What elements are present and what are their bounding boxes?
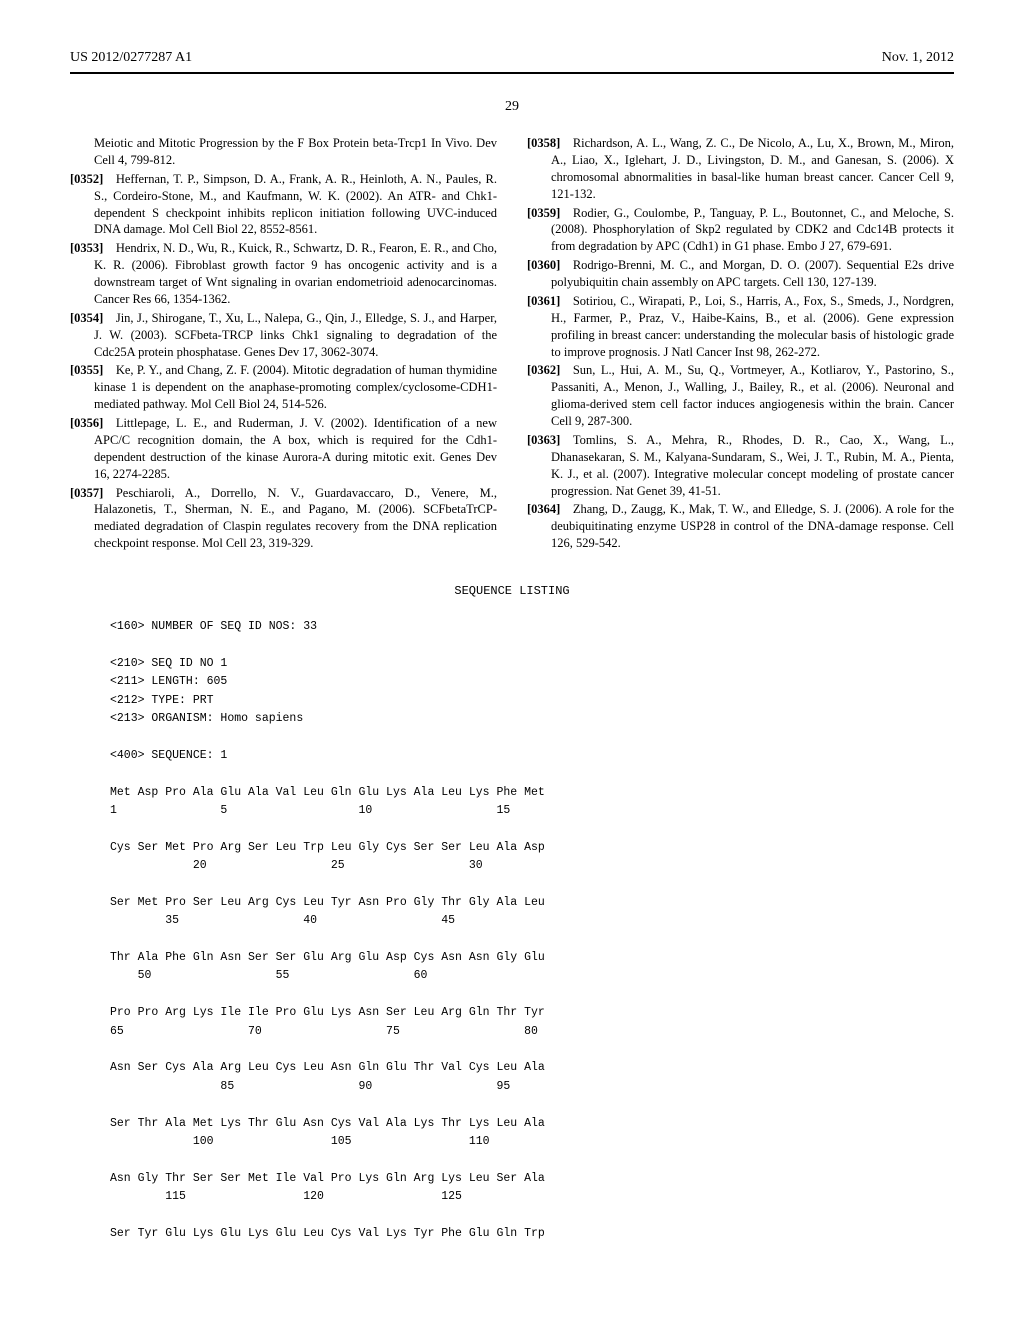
reference-number: [0354] <box>70 311 116 325</box>
reference-text: Hendrix, N. D., Wu, R., Kuick, R., Schwa… <box>94 241 497 306</box>
reference-number: [0358] <box>527 136 573 150</box>
publication-number: US 2012/0277287 A1 <box>70 50 192 66</box>
reference-number: [0355] <box>70 363 116 377</box>
sequence-listing-title: SEQUENCE LISTING <box>70 584 954 598</box>
reference-entry: [0356] Littlepage, L. E., and Ruderman, … <box>70 415 497 483</box>
reference-columns: Meiotic and Mitotic Progression by the F… <box>70 135 954 554</box>
reference-entry: [0357] Peschiaroli, A., Dorrello, N. V.,… <box>70 485 497 553</box>
reference-number: [0364] <box>527 502 573 516</box>
reference-text: Ke, P. Y., and Chang, Z. F. (2004). Mito… <box>94 363 497 411</box>
reference-entry: [0361] Sotiriou, C., Wirapati, P., Loi, … <box>527 293 954 361</box>
reference-entry: [0354] Jin, J., Shirogane, T., Xu, L., N… <box>70 310 497 361</box>
reference-entry: [0359] Rodier, G., Coulombe, P., Tanguay… <box>527 205 954 256</box>
reference-text: Sotiriou, C., Wirapati, P., Loi, S., Har… <box>551 294 954 359</box>
header-rule <box>70 72 954 74</box>
reference-text: Peschiaroli, A., Dorrello, N. V., Guarda… <box>94 486 497 551</box>
reference-text: Littlepage, L. E., and Ruderman, J. V. (… <box>94 416 497 481</box>
reference-text: Rodier, G., Coulombe, P., Tanguay, P. L.… <box>551 206 954 254</box>
page-number: 29 <box>70 99 954 115</box>
reference-number: [0362] <box>527 363 573 377</box>
reference-number: [0356] <box>70 416 116 430</box>
sequence-listing-body: <160> NUMBER OF SEQ ID NOS: 33 <210> SEQ… <box>110 618 954 1243</box>
reference-text: Sun, L., Hui, A. M., Su, Q., Vortmeyer, … <box>551 363 954 428</box>
reference-entry: Meiotic and Mitotic Progression by the F… <box>70 135 497 169</box>
page: US 2012/0277287 A1 Nov. 1, 2012 29 Meiot… <box>0 0 1024 1320</box>
right-column: [0358] Richardson, A. L., Wang, Z. C., D… <box>527 135 954 554</box>
reference-text: Tomlins, S. A., Mehra, R., Rhodes, D. R.… <box>551 433 954 498</box>
reference-entry: [0355] Ke, P. Y., and Chang, Z. F. (2004… <box>70 362 497 413</box>
reference-entry: [0358] Richardson, A. L., Wang, Z. C., D… <box>527 135 954 203</box>
reference-number: [0353] <box>70 241 116 255</box>
reference-number: [0361] <box>527 294 573 308</box>
reference-entry: [0353] Hendrix, N. D., Wu, R., Kuick, R.… <box>70 240 497 308</box>
reference-text: Richardson, A. L., Wang, Z. C., De Nicol… <box>551 136 954 201</box>
reference-entry: [0362] Sun, L., Hui, A. M., Su, Q., Vort… <box>527 362 954 430</box>
reference-entry: [0352] Heffernan, T. P., Simpson, D. A.,… <box>70 171 497 239</box>
reference-text: Zhang, D., Zaugg, K., Mak, T. W., and El… <box>551 502 954 550</box>
reference-number: [0363] <box>527 433 573 447</box>
reference-text: Heffernan, T. P., Simpson, D. A., Frank,… <box>94 172 497 237</box>
page-header: US 2012/0277287 A1 Nov. 1, 2012 <box>70 50 954 66</box>
reference-entry: [0360] Rodrigo-Brenni, M. C., and Morgan… <box>527 257 954 291</box>
reference-number: [0359] <box>527 206 573 220</box>
reference-number: [0360] <box>527 258 573 272</box>
reference-entry: [0364] Zhang, D., Zaugg, K., Mak, T. W.,… <box>527 501 954 552</box>
left-column: Meiotic and Mitotic Progression by the F… <box>70 135 497 554</box>
reference-text: Meiotic and Mitotic Progression by the F… <box>94 136 497 167</box>
publication-date: Nov. 1, 2012 <box>882 50 954 66</box>
reference-text: Rodrigo-Brenni, M. C., and Morgan, D. O.… <box>551 258 954 289</box>
reference-entry: [0363] Tomlins, S. A., Mehra, R., Rhodes… <box>527 432 954 500</box>
reference-number: [0357] <box>70 486 116 500</box>
reference-text: Jin, J., Shirogane, T., Xu, L., Nalepa, … <box>94 311 497 359</box>
reference-number: [0352] <box>70 172 116 186</box>
